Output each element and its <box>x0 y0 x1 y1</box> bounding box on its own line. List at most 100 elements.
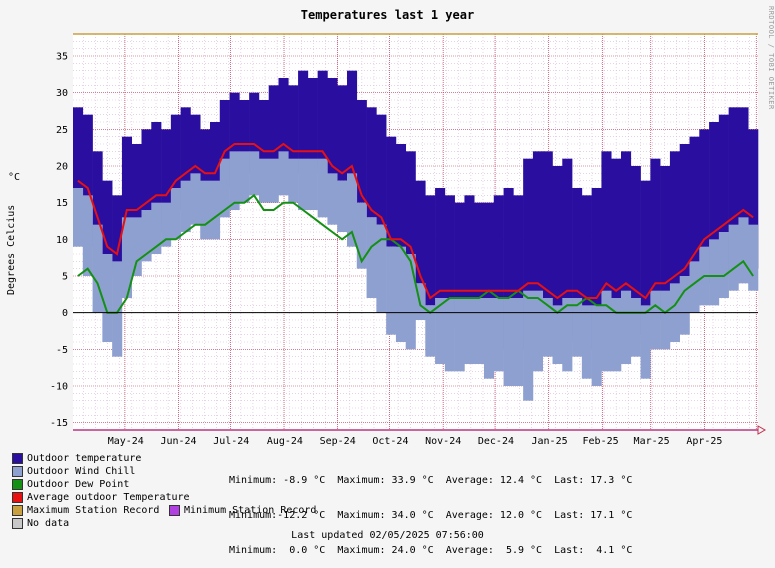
wind-chill-bar <box>689 261 700 313</box>
legend-swatch <box>12 466 23 477</box>
wind-chill-bar <box>337 180 348 232</box>
temperature-bar <box>112 195 123 276</box>
wind-chill-bar <box>630 298 641 357</box>
wind-chill-bar <box>562 298 573 372</box>
temperature-bar <box>444 195 455 313</box>
wind-chill-bar <box>464 298 475 364</box>
wind-chill-bar <box>92 224 103 313</box>
x-tick-label: Jun-24 <box>160 436 196 447</box>
wind-chill-bar <box>738 217 749 284</box>
wind-chill-bar <box>347 173 358 247</box>
wind-chill-bar <box>513 298 524 386</box>
temperature-bar <box>151 122 162 232</box>
temperature-bar <box>709 122 720 284</box>
temperature-bar <box>258 100 270 174</box>
temperature-bar <box>464 195 475 335</box>
wind-chill-bar <box>268 158 279 203</box>
wind-chill-bar <box>425 305 436 357</box>
stats-row-temperature: Minimum: -8.9 °C Maximum: 33.9 °C Averag… <box>229 475 633 486</box>
wind-chill-bar <box>395 246 407 342</box>
wind-chill-bar <box>640 305 651 379</box>
temperature-bar <box>503 188 514 350</box>
temperature-bar <box>200 129 211 203</box>
wind-chill-bar <box>278 151 289 196</box>
legend-item-dew-point: Outdoor Dew Point <box>12 478 316 491</box>
wind-chill-bar <box>611 298 622 372</box>
y-tick-label: 15 <box>56 198 68 209</box>
temperature-bar <box>591 188 602 350</box>
temperature-bar <box>601 151 612 342</box>
temperature-bar <box>552 166 563 335</box>
legend-item-temperature: Outdoor temperature <box>12 452 316 465</box>
x-tick-label: Mar-25 <box>634 436 670 447</box>
y-tick-label: 0 <box>62 308 68 319</box>
average-temperature-line <box>77 142 754 300</box>
x-ticks: May-24 Jun-24 Jul-24 Aug-24 Sep-24 Oct-24 Nov-… <box>108 436 723 447</box>
wind-chill-bar <box>219 158 230 218</box>
legend-swatch <box>169 505 180 516</box>
temperature-bar <box>161 129 172 225</box>
wind-chill-bar <box>728 224 739 291</box>
legend-label: Outdoor Wind Chill <box>27 466 136 477</box>
temperature-bar <box>356 100 367 203</box>
y-tick-label: -15 <box>50 418 68 429</box>
x-tick-label: Sep-24 <box>320 436 356 447</box>
x-tick-label: Jul-24 <box>213 436 249 447</box>
legend-swatch <box>12 453 23 464</box>
legend: Outdoor temperature Outdoor Wind Chill O… <box>12 452 316 530</box>
temperature-bar <box>679 144 690 306</box>
x-axis-arrow <box>757 425 767 435</box>
temperature-bar <box>376 114 387 225</box>
x-tick-label: Nov-24 <box>425 436 461 447</box>
wind-chill-bar <box>679 276 690 335</box>
wind-chill-bar <box>493 298 504 372</box>
legend-label: No data <box>27 518 70 529</box>
stats-row-dew-point: Minimum: 0.0 °C Maximum: 24.0 °C Average… <box>229 545 633 556</box>
temperature-bar <box>180 107 191 203</box>
temperature-bar <box>474 202 485 335</box>
temperature-bar <box>493 195 504 342</box>
wind-chill-bar <box>327 173 338 225</box>
wind-chill-bar <box>542 298 553 357</box>
x-tick-label: Apr-25 <box>686 436 722 447</box>
wind-chill-bar <box>650 290 661 350</box>
y-tick-label: 35 <box>56 52 68 63</box>
temperature-bar <box>660 166 671 320</box>
temperature-bar <box>239 100 250 174</box>
temperature-bar <box>728 107 739 269</box>
wind-chill-bar <box>229 151 240 210</box>
temperature-bar <box>298 70 309 174</box>
wind-chill-bar <box>444 298 455 372</box>
x-tick-label: Feb-25 <box>583 436 619 447</box>
temperature-bar <box>337 85 348 181</box>
y-tick-label: 30 <box>56 88 68 99</box>
temperature-bar <box>630 166 641 328</box>
temperature-bar <box>366 107 377 218</box>
wind-chill-bar <box>73 188 84 247</box>
rrdtool-credit: RRDTOOL / TOBI OETIKER <box>767 6 775 110</box>
temperature-bar <box>219 100 230 188</box>
last-updated: Last updated 02/05/2025 07:56:00 <box>291 530 484 541</box>
wind-chill-bar <box>748 224 759 291</box>
wind-chill-bar <box>376 224 387 313</box>
wind-chill-bar <box>366 217 377 298</box>
wind-chill-bar <box>709 239 720 306</box>
x-tick-label: Dec-24 <box>478 436 514 447</box>
y-tick-label: 5 <box>62 272 68 283</box>
wind-chill-bar <box>532 290 544 372</box>
wind-chill-bar <box>102 254 113 342</box>
legend-label: Minimum Station Record <box>184 505 317 516</box>
wind-chill-bar <box>190 173 201 225</box>
y-ticks: -15 -10 -5 0 5 10 15 20 25 30 35 <box>50 52 68 430</box>
wind-chill-bar <box>552 305 563 364</box>
x-tick-label: May-24 <box>108 436 144 447</box>
temperature-bar <box>229 92 240 181</box>
wind-chill-bar <box>484 298 495 379</box>
temperature-bar <box>405 151 416 262</box>
temperature-bar <box>572 188 583 335</box>
wind-chill-bar <box>523 290 534 401</box>
temperature-bar <box>611 158 622 335</box>
temperature-bar <box>454 202 465 328</box>
y-tick-label: -10 <box>50 382 68 393</box>
legend-label: Maximum Station Record <box>27 505 160 516</box>
